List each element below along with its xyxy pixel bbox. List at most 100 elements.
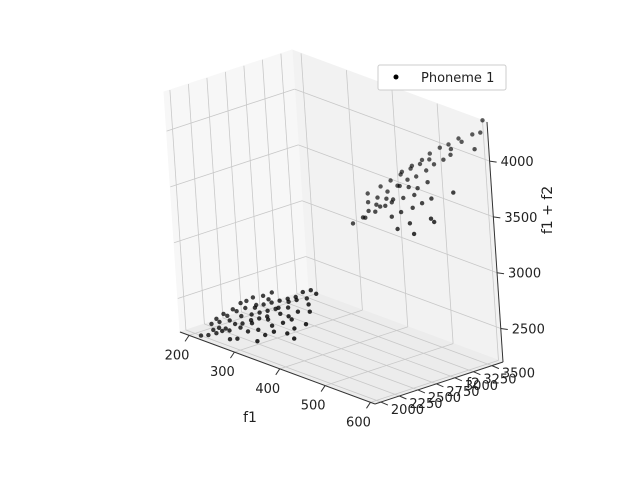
scatter-point bbox=[206, 332, 211, 338]
y-tick-mark bbox=[417, 389, 426, 394]
scatter-point bbox=[419, 157, 425, 163]
y-tick-label: 3500 bbox=[502, 367, 535, 382]
legend: Phoneme 1 bbox=[377, 64, 507, 91]
x-tick-label: 300 bbox=[210, 365, 235, 380]
tick-labels: 2003004005006002000225025002750300032503… bbox=[165, 155, 545, 430]
scatter-point bbox=[472, 147, 477, 152]
grid-line-y bbox=[206, 77, 224, 318]
scatter-point bbox=[308, 288, 313, 293]
scatter-point bbox=[257, 316, 262, 321]
z-tick-mark bbox=[489, 160, 497, 163]
scatter-point bbox=[437, 145, 442, 150]
grid-line-x bbox=[370, 359, 499, 403]
scatter-point bbox=[314, 291, 319, 296]
scatter-point bbox=[292, 326, 297, 331]
scatter-point bbox=[214, 331, 219, 336]
scatter-point bbox=[431, 162, 437, 167]
scatter-point bbox=[365, 200, 371, 205]
scatter-point bbox=[448, 146, 454, 152]
grid-line-x bbox=[482, 120, 499, 361]
y-tick-label: 3000 bbox=[465, 379, 498, 394]
y-tick-label: 2750 bbox=[446, 385, 479, 400]
scatter-point bbox=[446, 142, 451, 147]
scatter-point bbox=[223, 326, 228, 331]
grid-line-x bbox=[391, 86, 409, 327]
scatter-point bbox=[265, 317, 271, 322]
x-tick-mark bbox=[275, 368, 281, 376]
scatter-point bbox=[261, 302, 266, 307]
x-tick-mark bbox=[184, 335, 190, 342]
scatter-point bbox=[217, 319, 222, 325]
scatter-point bbox=[378, 204, 383, 209]
scatter-point bbox=[407, 221, 413, 226]
grid-line-x bbox=[279, 326, 408, 370]
scatter-point bbox=[366, 208, 371, 214]
grid-line-z bbox=[298, 144, 494, 218]
scatter-point bbox=[408, 166, 413, 171]
y-tick-mark bbox=[436, 383, 444, 388]
grid-line-z bbox=[170, 144, 299, 188]
scatter-point bbox=[286, 314, 291, 319]
scatter-point bbox=[429, 196, 434, 201]
grid-line-x bbox=[300, 53, 318, 294]
grid-line-z bbox=[301, 200, 498, 274]
scatter-point bbox=[278, 311, 283, 316]
z-tick-mark bbox=[493, 216, 501, 219]
scatter-point bbox=[269, 290, 274, 295]
legend-entry-label: Phoneme 1 bbox=[421, 71, 494, 86]
scatter-point bbox=[448, 152, 453, 157]
z-tick-label: 3000 bbox=[508, 267, 541, 282]
z-axis-label: f1 + f2 bbox=[540, 186, 556, 234]
scatter-point bbox=[306, 302, 311, 307]
scatter-point bbox=[401, 195, 406, 201]
scatter-point bbox=[383, 203, 388, 208]
legend-box bbox=[377, 64, 507, 91]
scatter-point bbox=[250, 295, 256, 300]
scatter-point bbox=[256, 327, 261, 332]
y-tick-mark bbox=[454, 377, 463, 382]
scatter-point bbox=[265, 308, 270, 313]
scatter-point bbox=[406, 184, 411, 190]
scatter-point bbox=[227, 337, 233, 342]
scatter-point bbox=[225, 313, 230, 318]
grid-line-x bbox=[346, 70, 363, 311]
scatter-point bbox=[412, 192, 417, 198]
left-pane bbox=[163, 49, 309, 333]
scatter-point bbox=[425, 180, 430, 185]
y-tick-mark bbox=[399, 395, 407, 400]
scatter-point bbox=[373, 209, 378, 214]
legend-marker bbox=[393, 74, 399, 80]
scatter-point bbox=[470, 132, 475, 137]
z-tick-mark bbox=[496, 272, 505, 275]
scatter-point bbox=[214, 316, 219, 321]
y-axis-line bbox=[374, 361, 504, 405]
scatter-point bbox=[239, 313, 244, 319]
grid-line-x bbox=[234, 309, 363, 353]
scatter-point bbox=[263, 332, 268, 338]
scatter-point bbox=[427, 157, 432, 162]
scatter-point bbox=[303, 322, 309, 327]
scatter-point bbox=[415, 186, 420, 191]
scatter-point bbox=[410, 205, 415, 210]
x-tick-mark bbox=[320, 385, 326, 392]
scatter-point bbox=[198, 333, 204, 338]
scatter-point bbox=[216, 325, 222, 330]
scatter-point bbox=[244, 298, 249, 304]
scatter-point bbox=[428, 216, 434, 221]
scatter-point bbox=[300, 289, 305, 295]
scatter-point bbox=[240, 321, 245, 326]
x-axis-line bbox=[179, 331, 376, 405]
scatter-point bbox=[350, 221, 356, 226]
scatter-point bbox=[411, 231, 417, 237]
scatter-point bbox=[480, 118, 485, 123]
scatter-point bbox=[374, 202, 379, 207]
scatter-point bbox=[245, 329, 251, 334]
scatter-point bbox=[384, 196, 389, 201]
scatter-point bbox=[365, 191, 370, 196]
scatter-point bbox=[220, 328, 225, 334]
scatter-point bbox=[405, 177, 410, 182]
grid-line-x bbox=[324, 343, 454, 386]
scatter-point bbox=[235, 336, 240, 341]
grid-line-z bbox=[294, 88, 490, 162]
scatter-point bbox=[266, 297, 271, 302]
